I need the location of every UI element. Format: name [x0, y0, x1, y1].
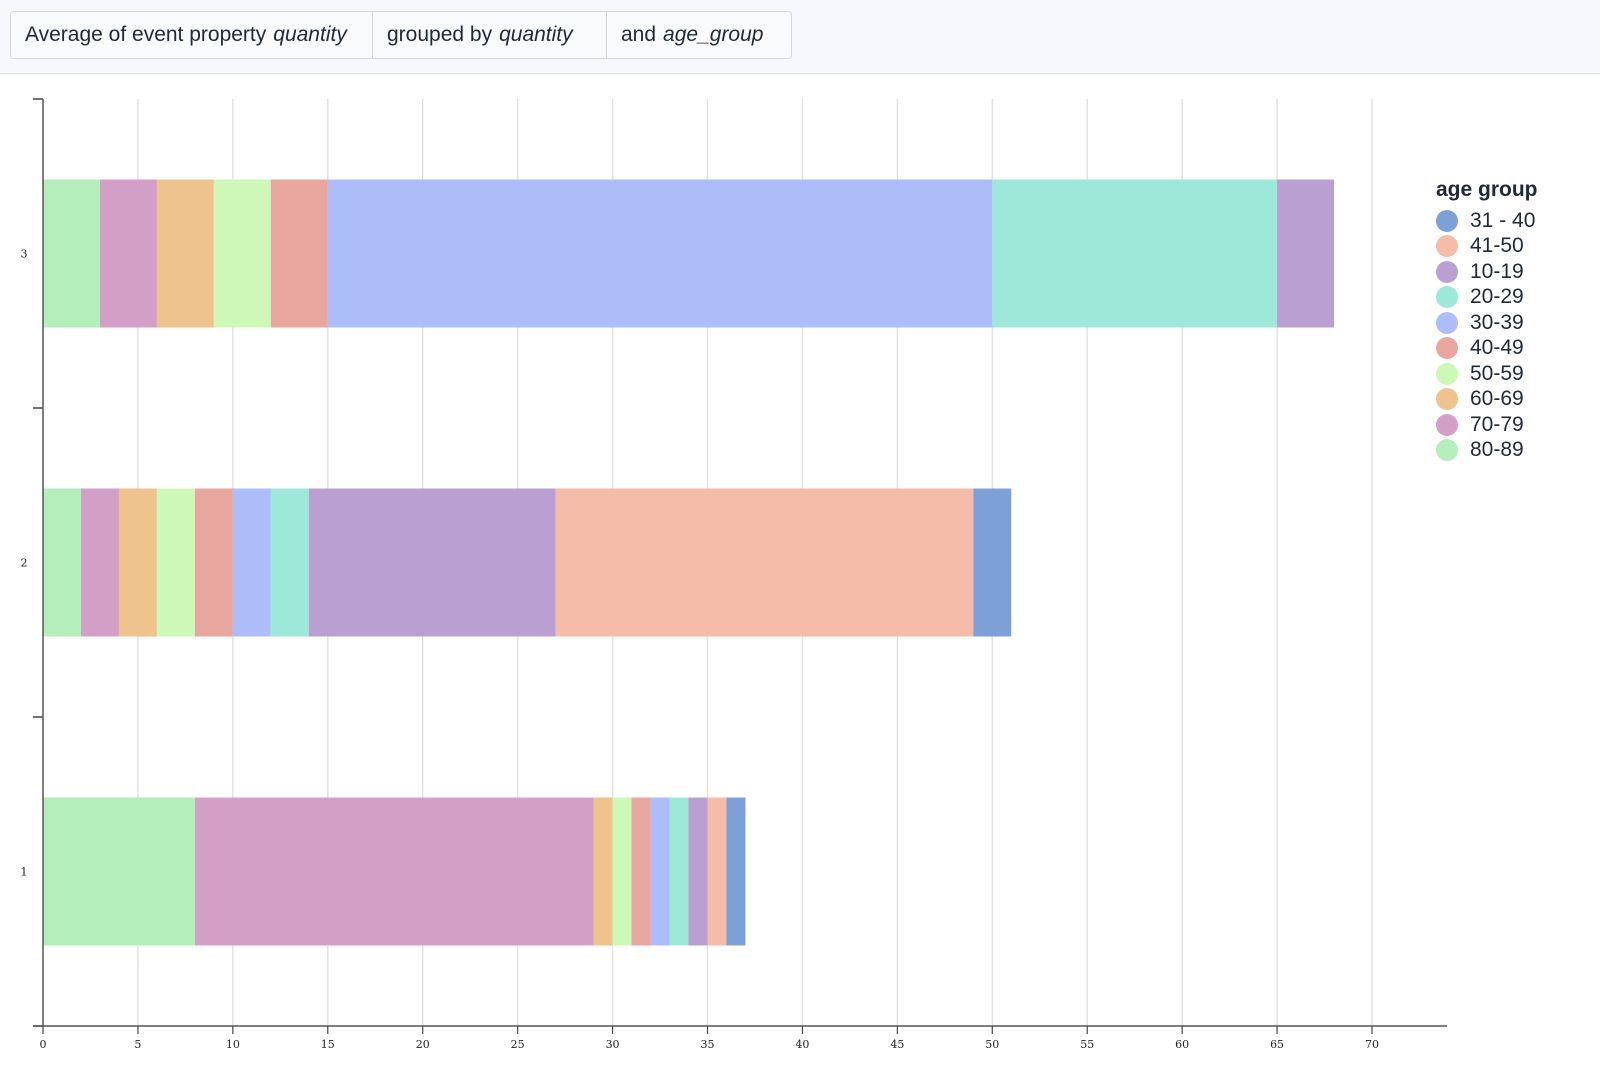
x-tick-label-50: 50	[985, 1038, 999, 1051]
groupby-property-1: quantity	[499, 23, 573, 46]
bar-segment-2-70-79	[80, 488, 119, 637]
bar-segment-2-20-29	[270, 488, 309, 637]
legend-label: 40-49	[1470, 336, 1524, 360]
legend: age group 31 - 40 41-50 10-19 20-29 30-39 40-…	[1436, 178, 1538, 463]
legend-items: 31 - 40 41-50 10-19 20-29 30-39 40-49 50-59 60-…	[1436, 208, 1538, 463]
legend-swatch-icon	[1436, 337, 1458, 360]
x-tick-label-0: 0	[40, 1038, 47, 1051]
legend-title: age group	[1436, 178, 1538, 201]
bar-segment-1-20-29	[669, 797, 689, 946]
y-tick-label-1: 1	[21, 866, 28, 879]
chart-area: 1 2 3 0 5 10 15 20 25 30 35 40 45 50 55 60 65 70	[0, 74, 1600, 1083]
legend-swatch-icon	[1436, 413, 1458, 436]
bar-segment-2-40-49	[194, 488, 233, 637]
bar-segment-3-20-29	[992, 179, 1278, 328]
legend-item[interactable]: 10-19	[1436, 259, 1538, 285]
bar-segment-2-10-19	[308, 488, 556, 637]
bar-segment-1-10-19	[688, 797, 708, 946]
legend-swatch-icon	[1436, 362, 1458, 385]
legend-label: 30-39	[1470, 310, 1524, 334]
legend-swatch-icon	[1436, 439, 1458, 462]
legend-label: 50-59	[1470, 361, 1524, 385]
bar-segment-3-60-69	[156, 179, 214, 328]
x-tick-label-20: 20	[416, 1038, 430, 1051]
legend-item[interactable]: 70-79	[1436, 412, 1538, 438]
bar-segment-2-31-40	[973, 488, 1012, 637]
x-tick-label-45: 45	[890, 1038, 904, 1051]
groupby-selector-2[interactable]: and age_group	[607, 12, 791, 58]
legend-label: 20-29	[1470, 285, 1524, 309]
bar-segment-3-80-89	[43, 179, 100, 328]
legend-swatch-icon	[1436, 388, 1458, 411]
x-tick-label-30: 30	[606, 1038, 620, 1051]
legend-swatch-icon	[1436, 286, 1458, 309]
legend-label: 10-19	[1470, 259, 1524, 283]
x-tick-label-25: 25	[511, 1038, 525, 1051]
bar-segment-1-60-69	[593, 797, 613, 946]
bar-segment-1-40-49	[631, 797, 651, 946]
legend-swatch-icon	[1436, 260, 1458, 283]
bar-segment-3-10-19	[1277, 179, 1335, 328]
x-tick-label-55: 55	[1080, 1038, 1094, 1051]
legend-label: 70-79	[1470, 412, 1524, 436]
x-tick-label-40: 40	[795, 1038, 809, 1051]
legend-item[interactable]: 20-29	[1436, 285, 1538, 311]
bar-segment-3-50-59	[213, 179, 271, 328]
legend-item[interactable]: 41-50	[1436, 234, 1538, 260]
metric-selector[interactable]: Average of event property quantity	[11, 12, 373, 58]
legend-item[interactable]: 80-89	[1436, 438, 1538, 464]
metric-property: quantity	[273, 23, 347, 46]
legend-item[interactable]: 60-69	[1436, 387, 1538, 413]
bar-segment-3-70-79	[99, 179, 157, 328]
groupby-label: grouped by	[387, 23, 493, 46]
x-tick-label-35: 35	[701, 1038, 715, 1051]
legend-item[interactable]: 31 - 40	[1436, 208, 1538, 234]
query-builder: Average of event property quantity group…	[10, 11, 793, 59]
legend-item[interactable]: 40-49	[1436, 336, 1538, 362]
y-tick-label-3: 3	[21, 248, 28, 261]
x-tick-label-65: 65	[1270, 1038, 1284, 1051]
x-tick-label-15: 15	[321, 1038, 335, 1051]
bar-segment-1-31-40	[726, 797, 746, 946]
query-bar: Average of event property quantity group…	[0, 0, 1600, 74]
bar-segment-1-70-79	[194, 797, 594, 946]
x-tick-label-60: 60	[1175, 1038, 1189, 1051]
legend-label: 41-50	[1470, 234, 1524, 258]
bar-segment-3-40-49	[270, 179, 328, 328]
bar-segment-2-30-39	[232, 488, 271, 637]
bar-segment-3-30-39	[327, 179, 993, 328]
bar-segment-2-80-89	[43, 488, 81, 637]
legend-item[interactable]: 50-59	[1436, 361, 1538, 387]
y-tick-label-2: 2	[21, 557, 28, 570]
legend-label: 31 - 40	[1470, 208, 1536, 232]
groupby-and-label: and	[621, 23, 657, 46]
bar-segment-2-50-59	[156, 488, 195, 637]
x-tick-label-70: 70	[1365, 1038, 1379, 1051]
bar-segment-2-41-50	[555, 488, 974, 637]
groupby-property-2: age_group	[663, 23, 764, 46]
legend-item[interactable]: 30-39	[1436, 310, 1538, 336]
bar-segment-2-60-69	[118, 488, 157, 637]
legend-swatch-icon	[1436, 209, 1458, 232]
bar-segment-1-80-89	[43, 797, 195, 946]
legend-label: 80-89	[1470, 438, 1524, 462]
legend-swatch-icon	[1436, 235, 1458, 258]
groupby-selector-1[interactable]: grouped by quantity	[373, 12, 607, 58]
legend-swatch-icon	[1436, 311, 1458, 334]
metric-label: Average of event property	[25, 23, 267, 46]
bar-segment-1-30-39	[650, 797, 670, 946]
bar-segment-1-50-59	[612, 797, 632, 946]
x-tick-label-10: 10	[226, 1038, 240, 1051]
x-tick-label-5: 5	[134, 1038, 141, 1051]
bar-segment-1-41-50	[707, 797, 727, 946]
legend-label: 60-69	[1470, 387, 1524, 411]
